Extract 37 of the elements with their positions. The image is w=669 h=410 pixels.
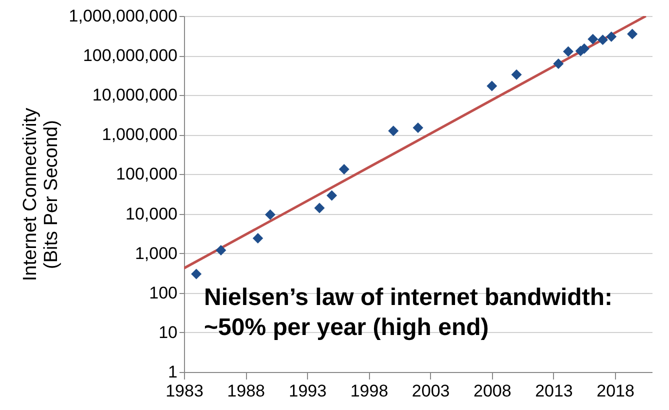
point [388,126,399,136]
x-tick-label: 2013 [535,382,573,400]
x-tick-label: 2008 [473,382,512,400]
point [563,46,574,57]
y-tick-label: 1 [168,362,178,382]
x-tick-label: 1988 [227,382,265,400]
y-tick-label: 10,000,000 [92,86,178,105]
point [216,244,226,256]
y-tick-label: 10 [158,322,178,342]
point [264,209,276,220]
point [314,202,325,214]
point [338,164,350,174]
point [412,122,424,133]
point [597,34,608,46]
y-tick-label: 1,000,000 [102,125,178,144]
point [553,58,564,70]
y-tick-label: 1,000 [134,244,178,263]
x-tick-label: 1983 [166,382,204,400]
point [326,190,338,201]
x-tick-label: 2003 [412,382,450,400]
y-tick-label: 1,000,000,000 [68,6,178,26]
y-axis-title: Internet Connectivity (Bits Per Second) [20,107,62,282]
point [627,28,638,40]
y-tick-label: 100,000,000 [82,46,178,66]
x-tick-label: 1993 [288,382,327,400]
point [606,31,617,42]
x-tick-label: 2018 [596,382,634,400]
y-tick-label: 100 [149,283,178,302]
annotation: Nielsen’s law of internet bandwidth: ~50% per year (high end) [204,284,612,341]
point [191,268,202,280]
point [511,69,522,80]
point [486,80,498,92]
x-tick-label: 1998 [350,382,388,400]
y-tick-label: 100,000 [116,164,178,184]
point [588,34,598,44]
point [252,233,264,244]
y-tick-label: 10,000 [126,204,178,224]
